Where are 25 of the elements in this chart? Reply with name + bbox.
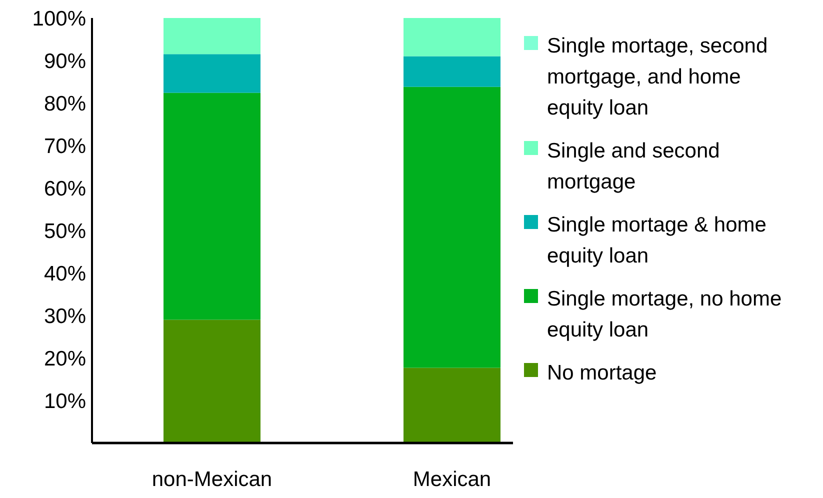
x-tick-label: Mexican [412,468,492,491]
bar [164,54,260,93]
legend-label: No mortage [547,361,657,384]
y-tick-label: 40% [44,262,86,286]
bar [404,18,500,56]
legend-label: Single mortage, no home equity loan [547,287,782,342]
x-tick-label: non-Mexican [152,468,272,491]
y-tick-label: 30% [44,304,86,328]
y-tick-label: 70% [44,134,86,158]
bar [404,56,500,87]
bar [164,92,260,320]
legend-label: Single mortage, second mortgage, and home equity loan [547,34,768,120]
y-tick-label: 50% [44,220,86,243]
bar [164,320,260,443]
y-tick-label: 20% [44,347,86,370]
y-tick-label: 100% [32,7,86,30]
y-tick-label: 60% [44,177,86,200]
y-tick-label: 90% [44,50,86,73]
bar [164,18,260,54]
legend-label: Single mortage & home equity loan [547,213,766,268]
legend-label: Single and second mortgage [547,139,720,194]
y-tick-label: 80% [44,92,86,116]
bar [404,86,500,368]
bar [404,368,500,443]
y-tick-label: 10% [44,390,86,413]
